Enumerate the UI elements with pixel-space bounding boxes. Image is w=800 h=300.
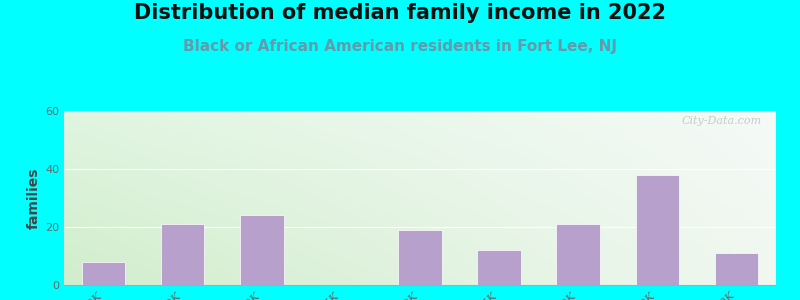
Text: Black or African American residents in Fort Lee, NJ: Black or African American residents in F… [183, 39, 617, 54]
Text: City-Data.com: City-Data.com [682, 116, 762, 126]
Bar [398, 230, 442, 285]
Y-axis label: families: families [27, 167, 41, 229]
Bar [557, 224, 600, 285]
Bar [714, 253, 758, 285]
Bar [635, 175, 679, 285]
Bar [82, 262, 126, 285]
Bar [161, 224, 205, 285]
Bar [240, 215, 283, 285]
Bar [478, 250, 521, 285]
Text: Distribution of median family income in 2022: Distribution of median family income in … [134, 3, 666, 23]
